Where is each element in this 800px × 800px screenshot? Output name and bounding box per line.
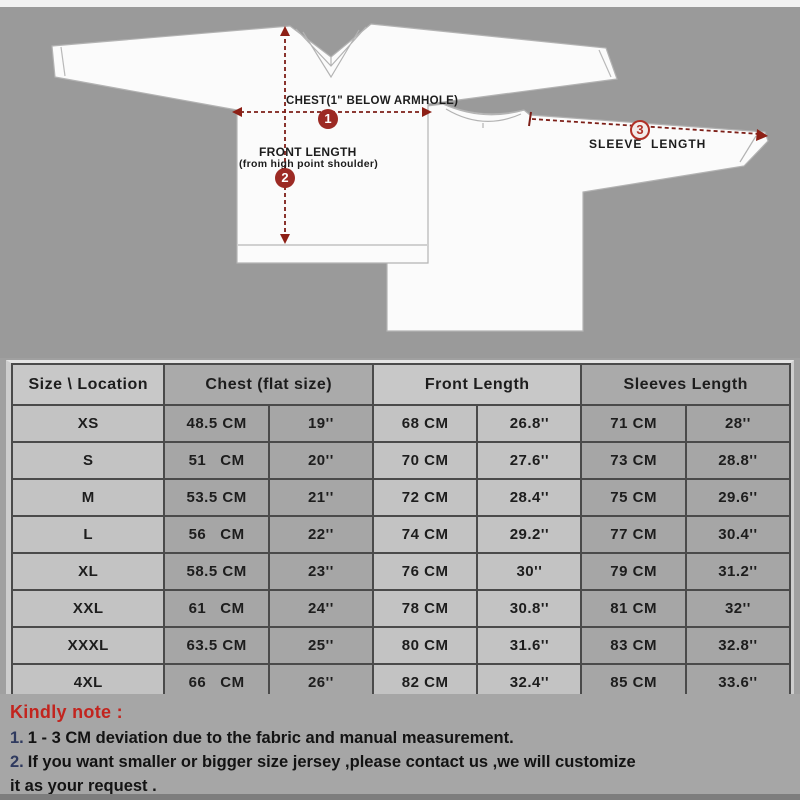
measurement-cell: 68 CM	[371, 404, 479, 443]
measurement-cell: 63.5 CM	[163, 626, 270, 665]
measurement-cell: 28''	[684, 404, 792, 443]
table-row: S 51 CM 20'' 70 CM 27.6'' 73 CM 28.8''	[10, 441, 792, 480]
chest-group-header: Chest (flat size)	[163, 363, 374, 406]
header-row: Size \ Location Chest (flat size) Front …	[10, 363, 791, 406]
front-length-group-header: Front Length	[371, 363, 583, 406]
top-white-strip	[0, 0, 800, 7]
measurement-cell: 19''	[267, 404, 374, 443]
measurement-cell: 72 CM	[371, 478, 479, 517]
sleeves-group-header: Sleeves Length	[580, 363, 791, 406]
measurement-cell: 81 CM	[580, 589, 687, 628]
note-text: If you want smaller or bigger size jerse…	[27, 753, 636, 771]
measurement-cell: 27.6''	[476, 441, 583, 480]
measurement-cell: 30.8''	[476, 589, 583, 628]
measurement-cell: 20''	[267, 441, 374, 480]
measure-badge-chest: 1	[318, 109, 338, 129]
sleeve-measure-start-tick	[528, 111, 532, 127]
measurement-cell: 51 CM	[163, 441, 270, 480]
notes-heading: Kindly note :	[10, 702, 123, 722]
measurement-cell: 76 CM	[371, 552, 479, 591]
table-row: XL 58.5 CM 23'' 76 CM 30'' 79 CM 31.2''	[10, 552, 792, 591]
measurement-cell: 29.2''	[476, 515, 583, 554]
measurement-cell: 30''	[476, 552, 583, 591]
measurement-cell: 23''	[267, 552, 374, 591]
note-line: 2. If you want smaller or bigger size jer…	[10, 750, 788, 774]
measurement-cell: 25''	[267, 626, 374, 665]
table-row: L 56 CM 22'' 74 CM 29.2'' 77 CM 30.4''	[10, 515, 792, 554]
table-row: XS 48.5 CM 19'' 68 CM 26.8'' 71 CM 28''	[10, 404, 792, 443]
size-table-body: XS 48.5 CM 19'' 68 CM 26.8'' 71 CM 28'' S 51 CM 2…	[10, 404, 792, 702]
measurement-cell: 26.8''	[476, 404, 583, 443]
measurement-cell: 30.4''	[684, 515, 792, 554]
bottom-edge-strip	[0, 794, 800, 800]
note-text: it as your request .	[10, 777, 157, 795]
table-row: XXL 61 CM 24'' 78 CM 30.8'' 81 CM 32''	[10, 589, 792, 628]
measure-badge-front: 2	[275, 168, 295, 188]
measurement-cell: 53.5 CM	[163, 478, 270, 517]
size-cell: M	[10, 478, 166, 517]
measurement-cell: 78 CM	[371, 589, 479, 628]
jersey-diagram-svg	[51, 23, 769, 332]
measurement-cell: 80 CM	[371, 626, 479, 665]
size-table: Size \ Location Chest (flat size) Front …	[10, 363, 792, 702]
measurement-cell: 31.2''	[684, 552, 792, 591]
note-line: 1. 1 - 3 CM deviation due to the fabric a…	[10, 726, 788, 750]
measurement-cell: 83 CM	[580, 626, 687, 665]
measurement-cell: 74 CM	[371, 515, 479, 554]
size-cell: L	[10, 515, 166, 554]
measure-badge-sleeve: 3	[630, 120, 650, 140]
size-cell: XS	[10, 404, 166, 443]
size-cell: S	[10, 441, 166, 480]
measurement-cell: 28.8''	[684, 441, 792, 480]
table-row: M 53.5 CM 21'' 72 CM 28.4'' 75 CM 29.6''	[10, 478, 792, 517]
front-jersey-shape	[51, 23, 618, 264]
front-length-label: FRONT LENGTH	[259, 145, 357, 159]
measurement-cell: 28.4''	[476, 478, 583, 517]
measurement-cell: 56 CM	[163, 515, 270, 554]
size-cell: XL	[10, 552, 166, 591]
corner-header-cell: Size \ Location	[10, 363, 166, 406]
size-table-section: Size \ Location Chest (flat size) Front …	[0, 358, 800, 702]
measurement-cell: 70 CM	[371, 441, 479, 480]
note-number: 1.	[10, 729, 24, 747]
measurement-cell: 58.5 CM	[163, 552, 270, 591]
size-cell: XXXL	[10, 626, 166, 665]
size-cell: XXL	[10, 589, 166, 628]
measurement-cell: 71 CM	[580, 404, 687, 443]
measurement-cell: 22''	[267, 515, 374, 554]
measurement-cell: 73 CM	[580, 441, 687, 480]
sleeve-length-label: SLEEVE LENGTH	[589, 137, 707, 151]
measurement-cell: 32''	[684, 589, 792, 628]
back-jersey-shape	[386, 103, 769, 332]
notes-section: Kindly note : 1. 1 - 3 CM deviation due t…	[0, 694, 800, 800]
chest-measure-label: CHEST(1" BELOW ARMHOLE)	[286, 95, 459, 107]
measurement-cell: 21''	[267, 478, 374, 517]
note-text: 1 - 3 CM deviation due to the fabric and…	[27, 729, 514, 747]
measurement-cell: 31.6''	[476, 626, 583, 665]
size-table-wrap: Size \ Location Chest (flat size) Front …	[6, 360, 794, 702]
v-neck-collar-lines	[295, 26, 367, 79]
measurement-cell: 75 CM	[580, 478, 687, 517]
cuff-lines	[60, 46, 612, 78]
measurement-cell: 32.8''	[684, 626, 792, 665]
table-row: XXXL 63.5 CM 25'' 80 CM 31.6'' 83 CM 32.8''	[10, 626, 792, 665]
measurement-cell: 61 CM	[163, 589, 270, 628]
measurement-cell: 29.6''	[684, 478, 792, 517]
measurement-diagram: CHEST(1" BELOW ARMHOLE) FRONT LENGTH (fr…	[0, 7, 800, 358]
measurement-cell: 48.5 CM	[163, 404, 270, 443]
measure-arrowheads	[232, 26, 768, 244]
table-row: 4XL 66 CM 26'' 82 CM 32.4'' 85 CM 33.6''	[10, 663, 792, 702]
measurement-cell: 77 CM	[580, 515, 687, 554]
front-length-sublabel: (from high point shoulder)	[239, 158, 379, 170]
measurement-cell: 79 CM	[580, 552, 687, 591]
measurement-cell: 24''	[267, 589, 374, 628]
note-number: 2.	[10, 753, 24, 771]
note-line: it as your request .	[10, 774, 788, 798]
